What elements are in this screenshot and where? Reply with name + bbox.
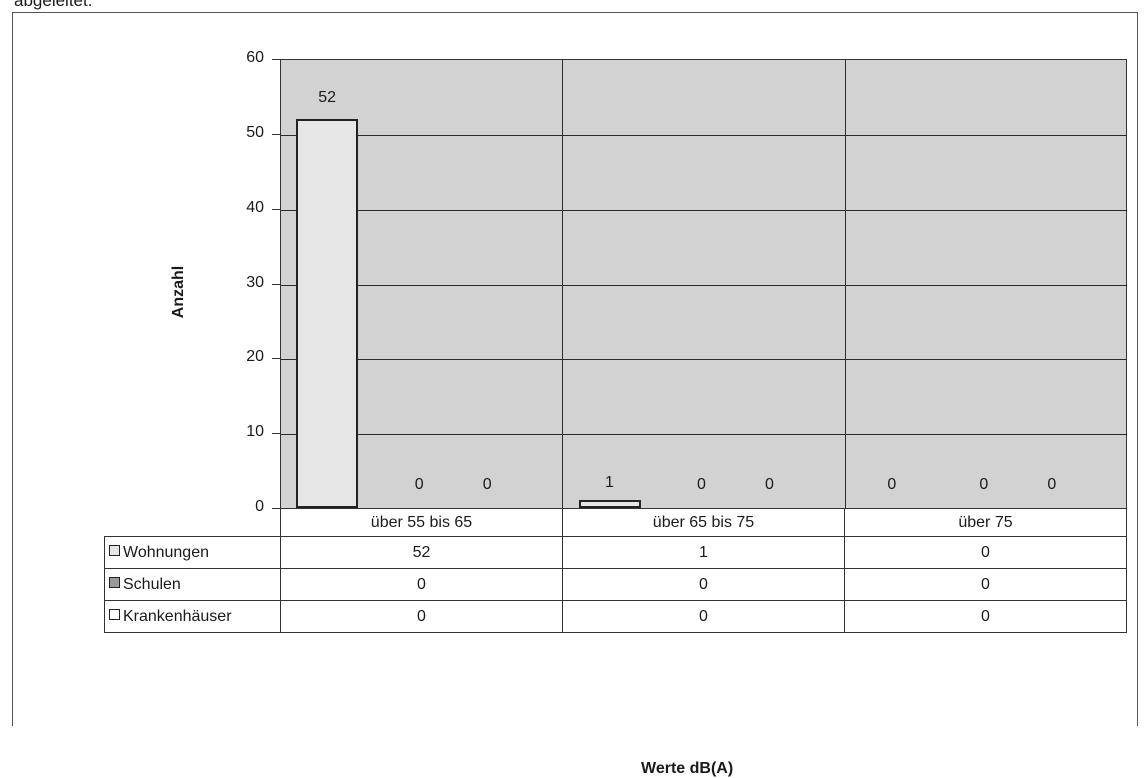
data-label: 0 (979, 476, 989, 493)
bar-wohnungen (578, 500, 641, 508)
series-legend-cell: Wohnungen (104, 536, 281, 569)
top-text: abgeleitet. (14, 0, 93, 10)
table-row: Schulen 0 0 0 (104, 568, 1127, 601)
table-cell: 0 (562, 600, 845, 633)
series-legend-cell: Schulen (104, 568, 281, 601)
y-tick-mark (272, 133, 280, 135)
data-label: 0 (765, 476, 774, 493)
table-cell: 0 (562, 568, 845, 601)
table-cell: 1 (562, 536, 845, 569)
table-cell: 0 (280, 568, 563, 601)
data-label: 0 (414, 476, 424, 493)
x-category-label: über 55 bis 65 (280, 508, 563, 537)
data-label: 0 (1047, 476, 1057, 493)
y-tick-label: 20 (246, 348, 264, 366)
y-axis-line (280, 59, 281, 508)
table-row: Krankenhäuser 0 0 0 (104, 600, 1127, 633)
x-category-label: über 65 bis 75 (562, 508, 845, 537)
y-tick-mark (272, 508, 280, 509)
chart-frame (12, 12, 1138, 726)
y-tick-mark (272, 358, 280, 360)
gridline (280, 209, 1127, 211)
bar-wohnungen (296, 118, 359, 508)
table-cell: 0 (280, 600, 563, 633)
data-label: 1 (605, 473, 614, 491)
y-tick-mark (272, 59, 280, 60)
x-category-label: über 75 (844, 508, 1127, 537)
series-name: Wohnungen (123, 543, 209, 561)
table-cell: 0 (844, 536, 1127, 569)
data-label: 0 (887, 476, 897, 493)
series-legend-cell: Krankenhäuser (104, 600, 281, 633)
table-corner (104, 508, 281, 537)
y-tick-mark (272, 283, 280, 285)
gridline (280, 284, 1127, 286)
table-row: Wohnungen 52 1 0 (104, 536, 1127, 569)
y-axis-title: Anzahl (170, 265, 188, 319)
gridline (280, 359, 1127, 361)
category-separator (844, 60, 846, 509)
y-tick-mark (272, 208, 280, 210)
series-name: Krankenhäuser (123, 607, 232, 625)
data-label: 0 (697, 476, 706, 493)
gridline (280, 434, 1127, 436)
table-cell: 52 (280, 536, 563, 569)
y-tick-mark (272, 433, 280, 435)
x-axis-title: Werte dB(A) (641, 760, 734, 777)
series-name: Schulen (123, 575, 181, 593)
gridline (280, 134, 1127, 136)
y-tick-label: 0 (255, 498, 264, 515)
y-tick-label: 60 (246, 49, 264, 66)
y-tick-label: 40 (246, 198, 264, 216)
category-separator (562, 60, 564, 509)
legend-swatch (109, 576, 120, 588)
legend-swatch (109, 544, 120, 556)
plot-area (280, 59, 1127, 509)
y-tick-label: 30 (246, 273, 264, 291)
legend-swatch (109, 608, 120, 620)
table-cell: 0 (844, 568, 1127, 601)
data-label: 52 (318, 88, 337, 106)
y-tick-label: 50 (246, 123, 264, 141)
data-label: 0 (482, 476, 492, 493)
y-tick-label: 10 (246, 423, 264, 441)
table-cell: 0 (844, 600, 1127, 633)
data-table: über 55 bis 65 über 65 bis 75 über 75 Wohnu… (104, 508, 1127, 633)
